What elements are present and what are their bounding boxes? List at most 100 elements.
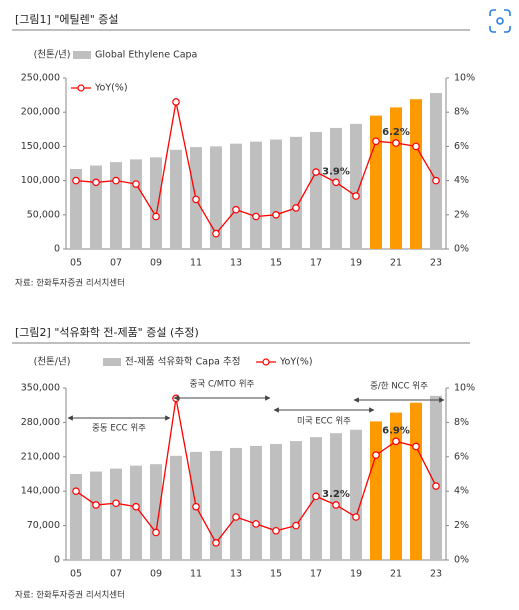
x-tick-label: 19 xyxy=(350,258,362,269)
line-point xyxy=(312,492,320,501)
x-tick-label: 15 xyxy=(270,569,282,580)
x-tick-label: 23 xyxy=(430,569,442,580)
line-point xyxy=(372,451,380,459)
data-label: 6.9% xyxy=(382,425,410,436)
bar xyxy=(90,471,102,560)
line-point xyxy=(212,229,220,238)
y-tick-label: 70,000 xyxy=(27,520,60,531)
x-tick-label: 07 xyxy=(110,258,122,269)
annotation: 중/한 NCC 위주 xyxy=(370,382,428,392)
legend-swatch xyxy=(103,358,121,366)
line-point xyxy=(72,487,80,496)
bar xyxy=(370,421,382,560)
bar xyxy=(330,127,342,249)
bar xyxy=(290,441,302,560)
line-point xyxy=(332,178,340,187)
line-point xyxy=(432,176,440,185)
bar xyxy=(130,159,142,249)
bar xyxy=(270,139,282,249)
bar xyxy=(70,168,82,249)
line-point xyxy=(112,176,120,185)
source: 자료: 한화투자증권 리서치센터 xyxy=(15,278,125,289)
data-label: 3.2% xyxy=(322,489,350,500)
y2-tick-label: 4% xyxy=(454,486,469,497)
y-tick-label: 100,000 xyxy=(21,175,60,186)
line-point xyxy=(412,442,420,451)
y-tick-label: 280,000 xyxy=(21,417,60,428)
y2-tick-label: 0% xyxy=(454,555,469,566)
line-point xyxy=(392,139,400,147)
chart-title: [그림2] "석유화학 전-제품" 증설 (추정) xyxy=(15,326,199,339)
line-point xyxy=(232,205,240,214)
bar xyxy=(410,99,422,249)
line-point xyxy=(112,499,120,508)
x-tick-label: 21 xyxy=(390,569,402,580)
bar xyxy=(210,146,222,249)
x-tick-label: 13 xyxy=(230,258,242,269)
y-tick-label: 0 xyxy=(54,244,60,255)
line-point xyxy=(412,142,420,151)
line-point xyxy=(312,168,320,176)
bar xyxy=(330,433,342,560)
bar xyxy=(150,464,162,560)
bar xyxy=(210,450,222,560)
line-point xyxy=(192,502,200,511)
y2-tick-label: 8% xyxy=(454,417,469,428)
line-point xyxy=(292,521,300,530)
line-point xyxy=(272,211,280,219)
bar xyxy=(170,149,182,249)
legend-swatch xyxy=(73,51,91,59)
x-tick-label: 09 xyxy=(150,569,162,580)
annotation: 중국 C/MTO 위주 xyxy=(190,380,255,390)
source: 자료: 한화투자증권 리서치센터 xyxy=(15,590,125,601)
y-axis-label: (천톤/년) xyxy=(34,357,71,368)
bar xyxy=(370,115,382,250)
bar xyxy=(230,447,242,560)
bar xyxy=(150,157,162,249)
line-point xyxy=(432,482,440,490)
bar xyxy=(130,465,142,560)
line-point xyxy=(172,98,180,106)
line-point xyxy=(92,501,100,509)
line-point xyxy=(132,502,140,511)
y2-tick-label: 2% xyxy=(454,520,469,531)
y-tick-label: 250,000 xyxy=(21,73,60,84)
legend-label: YoY(%) xyxy=(279,357,313,368)
x-tick-label: 23 xyxy=(430,258,442,269)
x-tick-label: 21 xyxy=(390,258,402,269)
y-axis-label: (천톤/년) xyxy=(34,50,71,61)
x-tick-label: 19 xyxy=(350,569,362,580)
data-label: 6.2% xyxy=(382,127,410,138)
bar xyxy=(430,395,442,560)
y2-tick-label: 6% xyxy=(454,451,469,462)
bar xyxy=(110,468,122,560)
bar xyxy=(250,141,262,249)
annotation: 미국 ECC 위주 xyxy=(297,417,351,427)
x-tick-label: 11 xyxy=(190,258,202,269)
line-point xyxy=(292,204,300,212)
y2-tick-label: 8% xyxy=(454,107,469,118)
bar xyxy=(90,165,102,249)
scan-icon[interactable] xyxy=(489,9,511,33)
x-tick-label: 15 xyxy=(270,258,282,269)
line-point xyxy=(72,176,80,185)
bar xyxy=(250,445,262,560)
y2-tick-label: 10% xyxy=(454,383,475,394)
bar xyxy=(350,429,362,560)
line-point xyxy=(252,520,260,528)
line-point xyxy=(352,513,360,521)
annotation: 중동 ECC 위주 xyxy=(92,424,146,434)
line-point xyxy=(392,437,400,446)
bar xyxy=(290,136,302,249)
bar xyxy=(270,444,282,560)
legend-label: Global Ethylene Capa xyxy=(95,50,197,61)
bar xyxy=(310,132,322,249)
line-point xyxy=(272,526,280,535)
bar xyxy=(170,455,182,560)
y-tick-label: 350,000 xyxy=(21,383,60,394)
bar xyxy=(350,123,362,249)
y-tick-label: 0 xyxy=(54,555,60,566)
legend-marker xyxy=(77,84,85,92)
line-point xyxy=(212,538,220,547)
